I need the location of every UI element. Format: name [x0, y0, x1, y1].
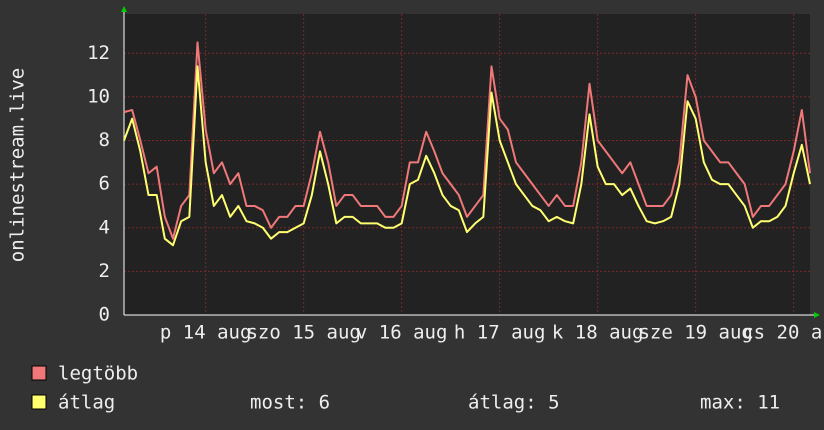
y-tick-label: 2 — [99, 260, 110, 282]
x-tick-label: sze 19 aug — [638, 322, 752, 344]
y-tick-label: 0 — [99, 304, 110, 326]
x-tick-label: p 14 aug — [160, 322, 252, 344]
legend-swatch — [31, 365, 47, 381]
stat-text: átlag: 5 — [468, 392, 560, 414]
axis-arrow — [814, 312, 820, 318]
y-tick-label: 10 — [87, 85, 110, 107]
y-tick-label: 6 — [99, 173, 110, 195]
x-tick-label: k 18 aug — [552, 322, 644, 344]
series-line — [123, 65, 811, 247]
legend-label: legtöbb — [58, 363, 138, 385]
legend-label: átlag — [58, 392, 115, 414]
x-tick-label: cs 20 aug — [742, 322, 824, 344]
x-tick-label: v 16 aug — [356, 322, 448, 344]
x-tick-label: szo 15 aug — [246, 322, 360, 344]
y-axis-label: onlinestream.live — [7, 68, 29, 262]
y-tick-label: 4 — [99, 216, 110, 238]
stat-text: max: 11 — [700, 392, 780, 414]
axis-arrow — [121, 6, 127, 12]
x-tick-label: h 17 aug — [454, 322, 546, 344]
stat-text: most: 6 — [250, 392, 330, 414]
y-tick-label: 12 — [87, 42, 110, 64]
y-tick-label: 8 — [99, 129, 110, 151]
series-line — [123, 41, 811, 240]
legend-swatch — [31, 394, 47, 410]
plot-area — [124, 14, 810, 315]
